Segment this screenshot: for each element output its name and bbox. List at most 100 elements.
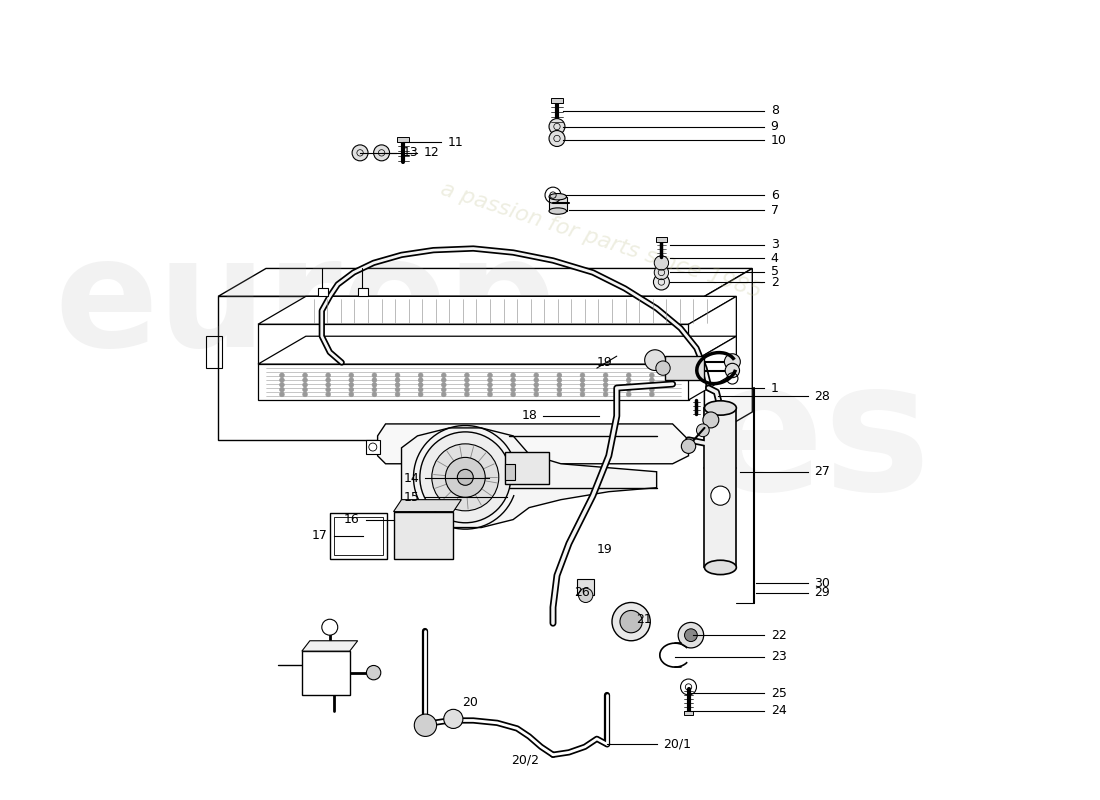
Text: es: es <box>701 352 931 528</box>
Circle shape <box>326 382 331 387</box>
Polygon shape <box>258 364 689 400</box>
Polygon shape <box>301 641 358 651</box>
Circle shape <box>487 382 493 387</box>
Circle shape <box>579 588 593 602</box>
Circle shape <box>418 382 424 387</box>
Circle shape <box>711 486 730 506</box>
Polygon shape <box>689 336 736 400</box>
Circle shape <box>418 387 424 392</box>
Text: 21: 21 <box>636 613 651 626</box>
Circle shape <box>420 432 510 522</box>
Circle shape <box>441 392 447 397</box>
Bar <box>505 464 515 480</box>
Circle shape <box>653 274 670 290</box>
Circle shape <box>649 382 654 387</box>
Circle shape <box>654 256 669 270</box>
Circle shape <box>654 266 669 280</box>
Text: 19: 19 <box>597 356 613 369</box>
Polygon shape <box>218 296 704 440</box>
Ellipse shape <box>549 194 566 200</box>
Text: 4: 4 <box>771 251 779 265</box>
Circle shape <box>549 118 565 134</box>
Circle shape <box>349 378 354 382</box>
Text: 25: 25 <box>771 687 786 700</box>
Text: 8: 8 <box>771 104 779 117</box>
Circle shape <box>626 392 631 397</box>
Text: 29: 29 <box>814 586 830 599</box>
Polygon shape <box>689 296 736 364</box>
Text: 12: 12 <box>424 146 440 159</box>
Circle shape <box>326 387 331 392</box>
Text: 22: 22 <box>771 629 786 642</box>
Circle shape <box>432 444 498 511</box>
Circle shape <box>580 387 585 392</box>
Polygon shape <box>258 336 736 364</box>
Bar <box>505 452 549 484</box>
Bar <box>301 651 350 695</box>
Bar <box>576 579 594 595</box>
Ellipse shape <box>549 208 566 214</box>
Bar <box>358 288 368 296</box>
Circle shape <box>557 378 562 382</box>
Circle shape <box>510 387 516 392</box>
Circle shape <box>418 392 424 397</box>
Circle shape <box>372 392 377 397</box>
Text: 17: 17 <box>311 529 328 542</box>
Polygon shape <box>258 296 736 324</box>
Circle shape <box>580 392 585 397</box>
Circle shape <box>696 424 710 437</box>
Bar <box>206 336 222 368</box>
Circle shape <box>510 382 516 387</box>
Bar <box>394 512 453 559</box>
Circle shape <box>603 373 608 378</box>
Circle shape <box>684 629 697 642</box>
Circle shape <box>649 378 654 382</box>
Circle shape <box>279 392 284 397</box>
Circle shape <box>612 602 650 641</box>
Polygon shape <box>377 424 689 464</box>
Circle shape <box>580 378 585 382</box>
Circle shape <box>326 378 331 382</box>
Circle shape <box>603 378 608 382</box>
Circle shape <box>279 373 284 378</box>
Text: 28: 28 <box>814 390 830 402</box>
Circle shape <box>326 373 331 378</box>
Circle shape <box>279 378 284 382</box>
Circle shape <box>487 387 493 392</box>
Circle shape <box>395 378 400 382</box>
Circle shape <box>510 392 516 397</box>
Circle shape <box>725 363 739 378</box>
Circle shape <box>510 378 516 382</box>
Bar <box>365 440 380 454</box>
Circle shape <box>580 382 585 387</box>
Circle shape <box>395 392 400 397</box>
Circle shape <box>487 378 493 382</box>
Circle shape <box>302 392 307 397</box>
Bar <box>549 197 566 211</box>
Text: 20: 20 <box>462 697 478 710</box>
Text: 18: 18 <box>521 410 537 422</box>
Circle shape <box>549 130 565 146</box>
Circle shape <box>352 145 368 161</box>
Text: 7: 7 <box>771 204 779 217</box>
Bar <box>397 137 409 142</box>
Bar <box>704 408 736 567</box>
Circle shape <box>464 392 470 397</box>
Circle shape <box>349 382 354 387</box>
Circle shape <box>703 412 718 428</box>
Text: 23: 23 <box>771 650 786 663</box>
Circle shape <box>656 361 670 375</box>
Circle shape <box>725 354 740 370</box>
Circle shape <box>626 378 631 382</box>
Text: 10: 10 <box>771 134 786 146</box>
Circle shape <box>395 382 400 387</box>
Circle shape <box>487 373 493 378</box>
Bar <box>330 514 387 559</box>
Circle shape <box>395 387 400 392</box>
Circle shape <box>534 387 539 392</box>
Polygon shape <box>704 269 752 440</box>
Bar <box>684 711 693 715</box>
Polygon shape <box>258 324 689 364</box>
Circle shape <box>603 387 608 392</box>
Circle shape <box>418 378 424 382</box>
